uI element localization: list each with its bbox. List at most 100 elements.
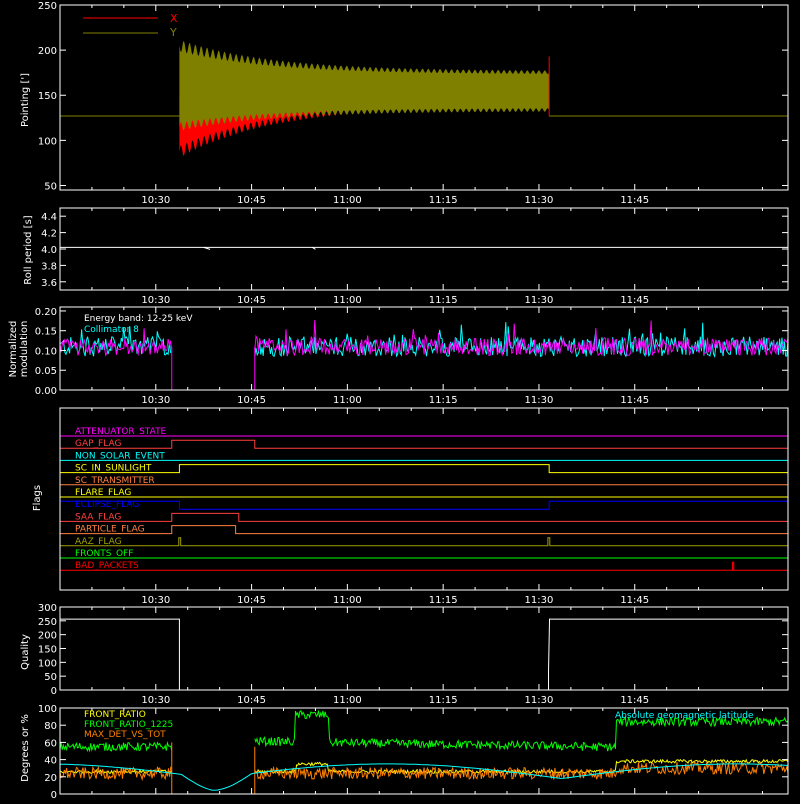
x-tick-label: 11:15 [429,195,458,206]
y-tick-label: 250 [38,617,57,628]
flags-panel: ATTENUATOR_STATE GAP_FLAG NON_SOLAR_EVENT S… [32,407,789,606]
roll-period-blip [203,246,211,250]
flag-label: FLARE_FLAG [75,488,131,498]
y-tick-label: 0 [51,790,57,800]
x-tick-label: 11:00 [333,695,362,706]
modulation-series [59,319,789,357]
legend-front-ratio-1225: FRONT_RATIO_1225 [84,720,173,730]
geomagnetic-latitude-series [60,763,789,791]
y-tick-label: 100 [38,704,57,715]
flag-trace [60,464,788,474]
y-tick-label: 0.15 [35,327,57,338]
ratio-data [59,709,789,795]
ratio-panel: 0 20 40 60 80 100 FRONT_RATIO FRONT_RATIO_122… [20,704,789,801]
front-ratio-1225-series [59,709,789,753]
roll-period-ylabel: Roll period [s] [23,215,34,284]
flag-trace [60,525,788,535]
plot-frame [59,707,789,795]
modulation-data [59,319,789,391]
x-tick-label: 11:00 [333,595,362,606]
y-tick-label: 80 [44,721,57,732]
legend-y-label: Y [169,26,177,39]
pointing-legend: X Y [83,12,178,39]
x-tick-label: 11:30 [525,395,554,406]
pointing-axes: 10:30 10:45 11:00 11:15 11:30 11:45 50 100 150 20… [38,1,789,206]
y-tick-label: 0.10 [35,346,57,357]
legend-x-label: X [170,12,178,25]
flags-axes: 10:30 10:45 11:00 11:15 11:30 11:45 [59,407,789,606]
flag-label: GAP_FLAG [75,439,121,449]
flag-trace [60,512,788,522]
x-tick-label: 11:30 [525,295,554,306]
x-tick-label: 11:15 [429,695,458,706]
y-tick-label: 300 [38,603,57,614]
x-tick-label: 11:45 [620,195,649,206]
flag-label: NON_SOLAR_EVENT [75,451,165,461]
x-tick-label: 11:45 [620,395,649,406]
y-tick-label: 60 [44,738,57,749]
y-tick-label: 150 [38,91,57,102]
roll-period-panel: 10:30 10:45 11:00 11:15 11:30 11:45 3.6 3.8 4.0 4… [23,207,789,306]
x-tick-label: 11:15 [429,295,458,306]
y-tick-label: 0.05 [35,366,57,377]
x-tick-label: 11:30 [525,195,554,206]
y-tick-label: 50 [44,181,57,192]
y-tick-label: 200 [38,631,57,642]
quality-ylabel: Quality [20,634,31,670]
flag-trace [59,500,789,510]
legend-max-det: MAX_DET_VS_TOT [84,730,166,740]
flag-label: ECLIPSE_FLAG [75,500,139,510]
y-tick-label: 4.2 [41,229,57,240]
x-tick-label: 11:30 [525,695,554,706]
flag-label: AAZ_FLAG [75,537,122,547]
x-tick-label: 11:15 [429,395,458,406]
x-tick-label: 11:45 [620,295,649,306]
plot-frame [59,306,789,391]
x-tick-label: 11:00 [333,295,362,306]
flag-label: PARTICLE_FLAG [75,525,145,535]
x-tick-label: 10:30 [141,295,170,306]
x-tick-label: 11:15 [429,595,458,606]
x-tick-label: 10:45 [237,195,266,206]
flag-label: FRONTS_OFF [75,549,133,559]
y-tick-label: 4.4 [41,212,57,223]
roll-period-axes: 10:30 10:45 11:00 11:15 11:30 11:45 3.6 3.8 4.0 4… [41,207,789,306]
pointing-panel: 10:30 10:45 11:00 11:15 11:30 11:45 50 100 150 20… [20,1,789,206]
collimator-annotation: Collimator 8 [84,325,139,335]
y-tick-label: 4.0 [41,245,57,256]
x-tick-label: 10:45 [237,395,266,406]
ratio-ylabel: Degrees or % [20,714,31,782]
legend-front-ratio: FRONT_RATIO [84,710,146,720]
y-tick-label: 3.8 [41,261,57,272]
flag-label: SC_IN_SUNLIGHT [75,464,152,474]
y-tick-label: 40 [44,756,57,767]
energy-band-annotation: Energy band: 12-25 keV [84,314,193,324]
roll-period-data [60,246,788,250]
x-tick-label: 10:30 [141,395,170,406]
flag-label: SAA_FLAG [75,512,121,522]
x-tick-label: 11:00 [333,395,362,406]
legend-geomag: Absolute geomagnetic latitude [615,711,754,721]
ratio-axes: 0 20 40 60 80 100 [38,704,789,801]
flag-trace [60,537,788,547]
y-tick-label: 150 [38,645,57,656]
modulation-ylabel-line1: Normalized [8,321,19,378]
y-tick-label: 200 [38,46,57,57]
x-tick-label: 10:45 [237,695,266,706]
pointing-ylabel: Pointing ['] [20,73,31,127]
x-tick-label: 10:30 [141,595,170,606]
modulation-axes: 10:30 10:45 11:00 11:15 11:30 11:45 0.00 0.05 0.… [35,306,789,406]
y-tick-label: 3.6 [41,278,57,289]
x-tick-label: 10:30 [141,195,170,206]
y-tick-label: 0 [51,686,57,697]
flag-label: ATTENUATOR_STATE [75,427,167,437]
y-tick-label: 0.00 [35,386,57,397]
y-tick-label: 50 [44,672,57,683]
y-tick-label: 0.20 [35,307,57,318]
x-tick-label: 11:00 [333,195,362,206]
flag-label: SC_TRANSMITTER [75,476,155,486]
x-tick-label: 11:30 [525,595,554,606]
